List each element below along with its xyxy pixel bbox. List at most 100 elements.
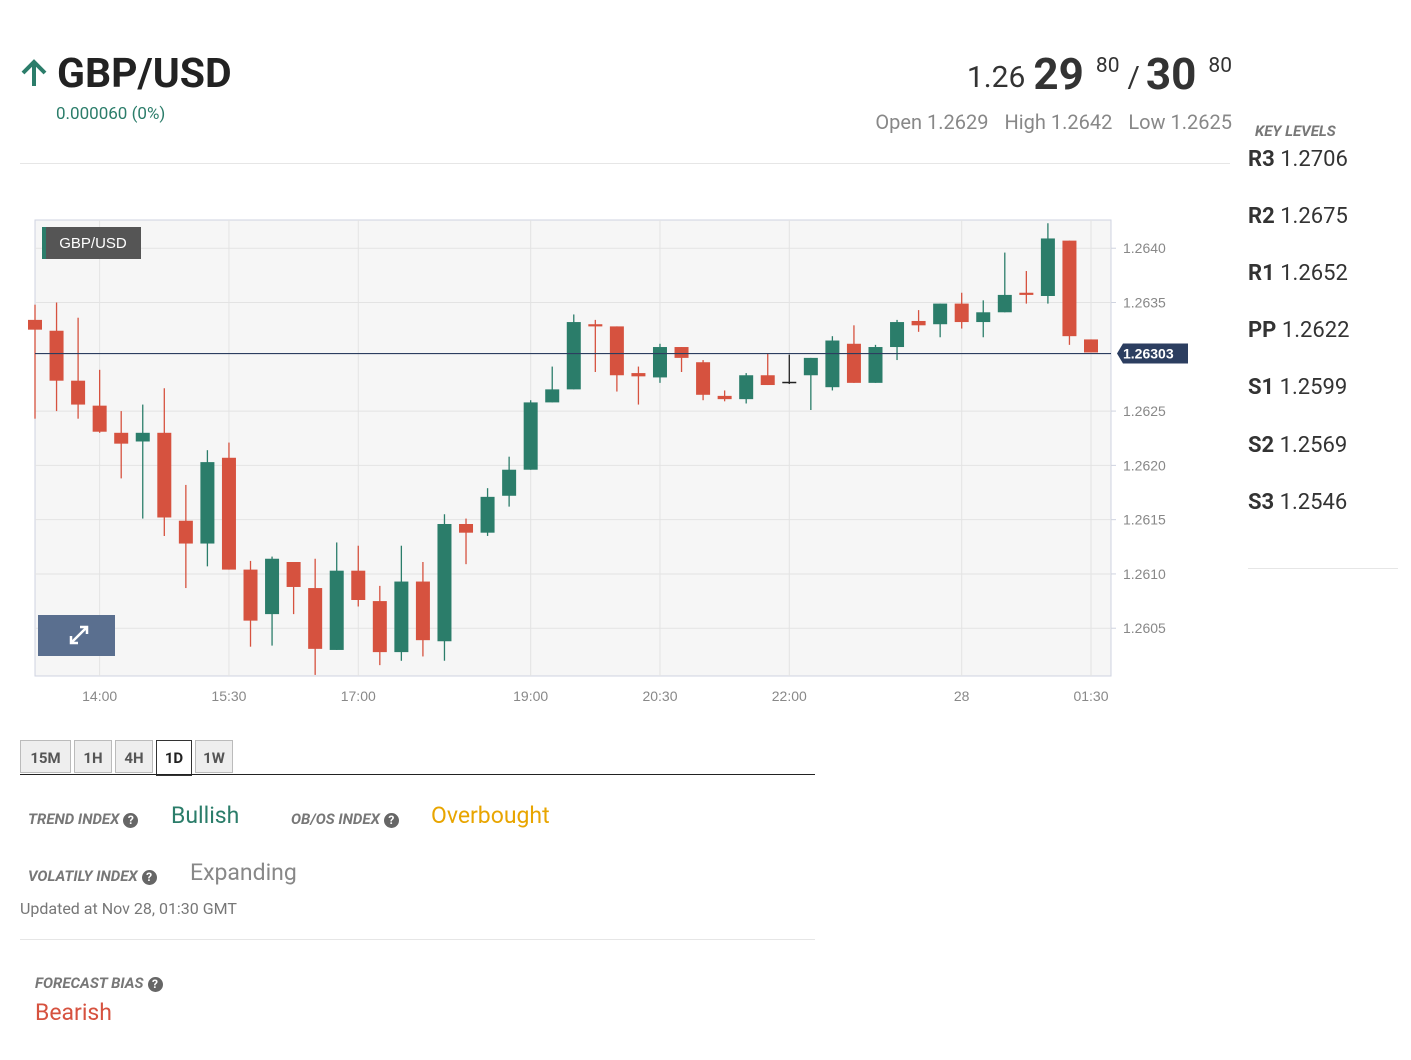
- candle-body: [265, 558, 280, 615]
- divider: [20, 163, 1230, 164]
- change: 0.000060 (0%): [56, 104, 166, 124]
- separator: /: [1127, 60, 1140, 95]
- timeframe-tab[interactable]: 15M: [20, 740, 71, 773]
- x-tick-label: 17:00: [341, 688, 376, 704]
- volatility-value: Expanding: [190, 859, 297, 886]
- timeframe-tab[interactable]: 1W: [195, 740, 233, 773]
- candle-body: [609, 326, 624, 376]
- stat: Open 1.2629: [875, 110, 988, 134]
- key-level-value: 1.2652: [1280, 261, 1348, 287]
- candle-body: [782, 381, 797, 384]
- candle-body: [1084, 339, 1098, 353]
- key-level-value: 1.2706: [1280, 147, 1348, 172]
- candle-body: [394, 581, 409, 653]
- candle-body: [652, 347, 667, 378]
- expand-button[interactable]: [38, 615, 115, 656]
- candle-body: [545, 389, 560, 403]
- candle-body: [415, 581, 430, 641]
- volatility-label: VOLATILY INDEX?: [28, 867, 157, 885]
- candle-body: [760, 375, 775, 386]
- candle-body: [911, 320, 926, 326]
- trend-value: Bullish: [171, 802, 240, 829]
- volatility-label-text: VOLATILY INDEX: [28, 867, 138, 885]
- y-tick-label: 1.2640: [1123, 240, 1166, 256]
- candle-body: [566, 322, 581, 390]
- candle-body: [49, 330, 64, 381]
- ask-pip: 80: [1208, 54, 1232, 78]
- candle-body: [523, 402, 538, 470]
- symbol-badge: [42, 227, 141, 259]
- x-tick-label: 14:00: [82, 688, 117, 704]
- key-level: S1 1.2599: [1248, 375, 1347, 400]
- candle-body: [674, 347, 689, 358]
- stat-label: Low: [1128, 110, 1166, 134]
- candle-body: [696, 362, 711, 395]
- bid-pip: 80: [1095, 54, 1120, 78]
- divider: [20, 939, 815, 940]
- candle-body: [1062, 240, 1077, 337]
- ask-big: 30: [1145, 48, 1197, 100]
- candle-body: [135, 432, 150, 442]
- x-tick-label: 22:00: [772, 688, 807, 704]
- chart: 1.2605 1.2610 1.2615 1.2620 1.2625 1.2635 1.26…: [28, 219, 1188, 704]
- candle-body: [954, 303, 969, 323]
- candle-body: [157, 432, 172, 518]
- key-level-value: 1.2599: [1279, 375, 1348, 401]
- candle-body: [28, 319, 42, 330]
- x-tick-label: 01:30: [1073, 688, 1108, 704]
- timeframe-tab[interactable]: 4H: [115, 740, 153, 773]
- quote: 1.26 29 80 / 30 80: [967, 48, 1232, 100]
- badge-accent: [42, 227, 46, 259]
- symbol: GBP/USD: [57, 50, 232, 98]
- candle-body: [329, 570, 344, 650]
- candle-body: [178, 520, 193, 544]
- candle-body: [92, 405, 107, 432]
- key-levels-title: KEY LEVELS: [1255, 122, 1336, 140]
- key-level-value: 1.2675: [1280, 204, 1348, 230]
- key-level-value: 1.2569: [1279, 432, 1348, 458]
- tabs-underline: [20, 774, 815, 775]
- trend-label: TREND INDEX?: [28, 810, 139, 828]
- candle-body: [114, 432, 129, 444]
- candle-body: [243, 569, 258, 621]
- candle-body: [739, 375, 754, 400]
- x-tick-label: 20:30: [642, 688, 677, 704]
- candle-body: [437, 524, 452, 642]
- price-tag: [1117, 343, 1188, 364]
- key-level-name: R1: [1248, 261, 1275, 287]
- help-icon[interactable]: ?: [141, 869, 157, 885]
- obos-value: Overbought: [431, 802, 550, 829]
- stat: Low 1.2625: [1128, 110, 1232, 134]
- key-level-name: S2: [1248, 432, 1275, 458]
- stat-value: 1.2625: [1170, 110, 1232, 134]
- candle-body: [846, 343, 861, 383]
- candle-body: [717, 395, 732, 400]
- obos-label: OB/OS INDEX?: [291, 810, 399, 828]
- help-icon[interactable]: ?: [147, 976, 163, 992]
- timeframe-tab[interactable]: 1D: [156, 740, 192, 776]
- y-tick-label: 1.2605: [1123, 620, 1166, 636]
- up-arrow: [21, 59, 47, 86]
- timeframe-tab[interactable]: 1H: [74, 740, 112, 773]
- stat-value: 1.2629: [927, 110, 989, 134]
- updated: Updated at Nov 28, 01:30 GMT: [20, 899, 237, 918]
- obos-label-text: OB/OS INDEX: [291, 810, 380, 828]
- help-icon[interactable]: ?: [383, 812, 399, 828]
- y-tick-label: 1.2610: [1123, 566, 1166, 582]
- forecast-value: Bearish: [35, 999, 112, 1026]
- help-icon[interactable]: ?: [123, 812, 139, 828]
- candle-body: [890, 322, 905, 348]
- key-level-name: PP: [1248, 318, 1277, 344]
- key-level: R2 1.2675: [1248, 204, 1348, 229]
- candle-body: [459, 524, 474, 533]
- stat-label: Open: [875, 110, 923, 134]
- candle-body: [1019, 292, 1034, 295]
- candle-body: [803, 357, 818, 376]
- y-tick-label: 1.2635: [1123, 295, 1166, 311]
- candle-body: [480, 496, 495, 533]
- key-level-value: 1.2622: [1281, 318, 1350, 344]
- candle-body: [933, 303, 948, 325]
- key-level: S2 1.2569: [1248, 433, 1347, 458]
- key-level: PP 1.2622: [1248, 318, 1349, 343]
